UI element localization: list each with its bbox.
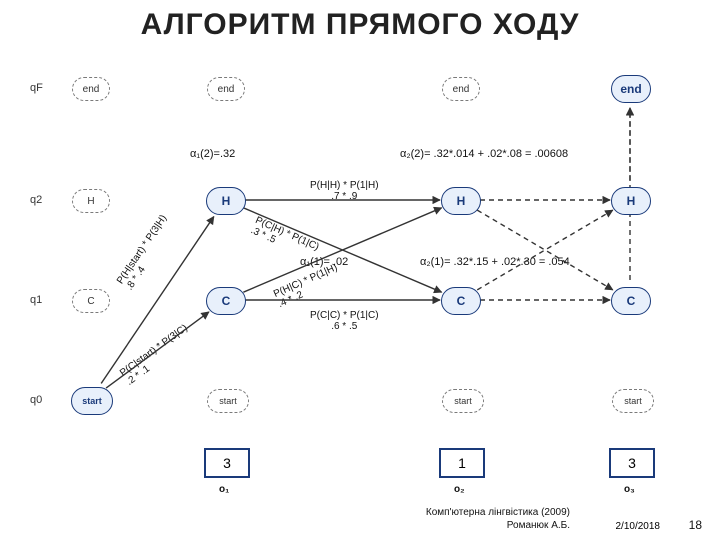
node-H0: H <box>72 189 110 213</box>
node-C0: C <box>72 289 110 313</box>
edge-label-c1-c2: P(C|C) * P(1|C) .6 * .5 <box>310 310 379 332</box>
obs-label-2: o₂ <box>454 484 465 495</box>
node-H3: H <box>611 187 651 215</box>
node-end0: end <box>72 77 110 101</box>
node-S0: start <box>71 387 113 415</box>
edge-label-s-h1: P(H|start) * P(3|H) .8 * .4 <box>115 213 178 292</box>
row-label-q2: q2 <box>30 194 42 206</box>
obs-box-1: 3 <box>204 448 250 478</box>
page-title: АЛГОРИТМ ПРЯМОГО ХОДУ <box>0 8 720 42</box>
node-S2: start <box>442 389 484 413</box>
edge-label-h1-c2: P(C|H) * P(1|C) .3 * .5 <box>249 215 321 263</box>
footer-date: 2/10/2018 <box>616 521 661 532</box>
edge-label-c1-h2: P(H|C) * P(1|H) .4 * .2 <box>272 262 344 310</box>
row-label-qF: qF <box>30 82 43 94</box>
obs-box-2: 1 <box>439 448 485 478</box>
obs-box-3: 3 <box>609 448 655 478</box>
node-H1: H <box>206 187 246 215</box>
node-S1: start <box>207 389 249 413</box>
node-end3: end <box>611 75 651 103</box>
node-S3: start <box>612 389 654 413</box>
obs-label-3: o₃ <box>624 484 635 495</box>
page-number: 18 <box>689 518 702 532</box>
node-C2: C <box>441 287 481 315</box>
node-H2: H <box>441 187 481 215</box>
edge-label-s-c1: P(C|start) * P(3|C) .2 * .1 <box>118 323 196 388</box>
alpha-1-2: α₁(2)=.32 <box>190 148 235 160</box>
obs-label-1: o₁ <box>219 484 229 495</box>
footer-line2: Романюк А.Б. <box>507 520 570 531</box>
alpha-2-2: α₂(2)= .32*.014 + .02*.08 = .00608 <box>400 148 568 160</box>
alpha-2-1: α₂(1)= .32*.15 + .02*.30 = .054 <box>420 256 570 268</box>
footer-line1: Комп'ютерна лінгвістика (2009) <box>426 507 570 518</box>
edge-label-h1-h2: P(H|H) * P(1|H) .7 * .9 <box>310 180 379 202</box>
row-label-q1: q1 <box>30 294 42 306</box>
node-C3: C <box>611 287 651 315</box>
node-end2: end <box>442 77 480 101</box>
node-C1: C <box>206 287 246 315</box>
footer-credit: Комп'ютерна лінгвістика (2009) Романюк А… <box>426 506 570 532</box>
row-label-q0: q0 <box>30 394 42 406</box>
node-end1: end <box>207 77 245 101</box>
